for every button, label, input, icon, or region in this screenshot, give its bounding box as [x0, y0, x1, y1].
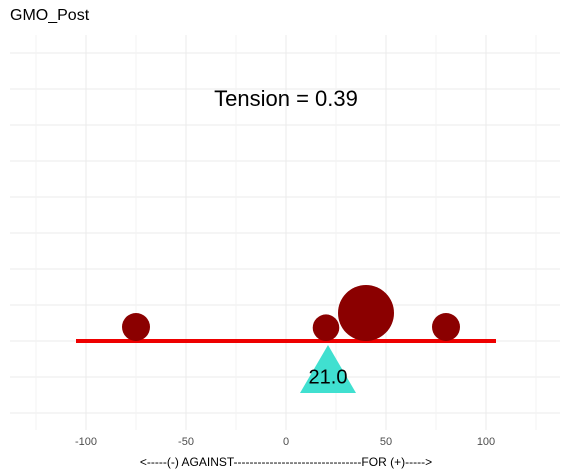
x-tick-label: 50: [380, 436, 392, 448]
x-tick-label: 100: [477, 436, 495, 448]
annotation: Tension = 0.39: [214, 86, 358, 111]
bubble: [312, 314, 340, 342]
chart-title: GMO_Post: [10, 7, 90, 24]
bubble: [432, 313, 460, 341]
bubble: [122, 313, 150, 341]
bubble: [338, 285, 394, 341]
background-grid: [10, 35, 560, 430]
x-tick-label: 0: [283, 436, 289, 448]
x-tick-label: -100: [75, 436, 97, 448]
x-tick-label: -50: [178, 436, 194, 448]
fulcrum: [300, 345, 356, 393]
x-axis-label: <-----(-) AGAINST-----------------------…: [140, 455, 432, 469]
fulcrum-label: 21.0: [309, 366, 348, 388]
